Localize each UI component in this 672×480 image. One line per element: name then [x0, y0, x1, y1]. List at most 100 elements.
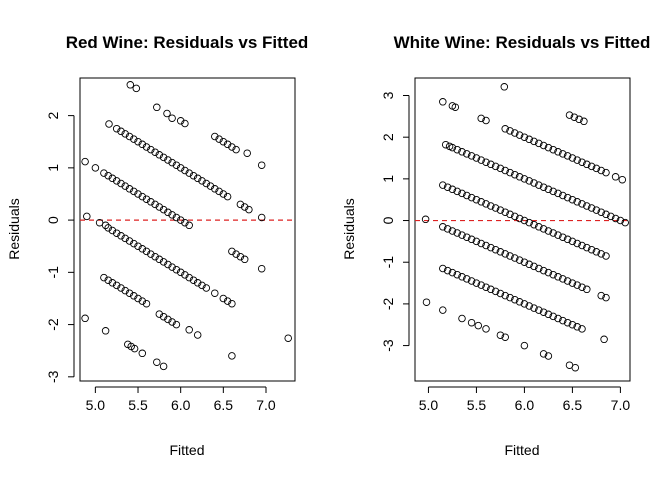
red-wine-residual-point [117, 127, 125, 136]
white-wine-residual-point [477, 239, 485, 248]
white-wine-residual-point [563, 277, 572, 285]
white-wine-residual-point [501, 291, 509, 300]
white-wine-residual-point [587, 245, 596, 254]
red-wine-residual-point [130, 135, 138, 143]
red-wine-residual-point [108, 226, 117, 235]
white-wine-residual-point [544, 268, 553, 277]
white-wine-residual-point [506, 210, 514, 219]
red-wine-residual-point [211, 132, 219, 141]
red-wine-x-tick-label: 5.0 [86, 397, 106, 413]
white-wine-residual-point [568, 279, 577, 287]
red-wine-residual-point [117, 284, 125, 292]
white-wine-residual-point [559, 150, 567, 158]
white-wine-residual-point [568, 237, 577, 246]
red-wine-residual-point [100, 273, 108, 282]
white-wine-residual-point [535, 306, 543, 314]
red-wine-residual-point [130, 239, 138, 248]
white-wine-residual-point [578, 283, 586, 291]
red-wine-y-tick-label: 2 [45, 112, 61, 120]
red-wine-residual-point [101, 221, 110, 230]
white-wine-y-tick-label: -2 [380, 297, 396, 310]
white-wine-residual-point [477, 198, 485, 206]
white-wine-residual-point [568, 154, 577, 162]
white-wine-residual-point [535, 139, 543, 148]
red-wine-residual-point [151, 200, 159, 209]
red-wine-residual-point [138, 192, 147, 201]
red-wine-residual-point [168, 158, 176, 167]
red-wine-residual-point [215, 187, 223, 196]
white-wine-panel: White Wine: Residuals vs Fitted 5.0 5.5 6.… [341, 33, 650, 458]
white-wine-residual-point [487, 243, 495, 252]
red-wine-residual-point [181, 119, 189, 128]
white-wine-residual-point [549, 145, 557, 154]
white-wine-residual-point [573, 156, 581, 164]
white-wine-residual-point [554, 231, 562, 239]
white-wine-residual-point [500, 83, 509, 91]
red-wine-residual-point [176, 164, 185, 172]
white-wine-residual-point [578, 200, 586, 208]
red-wine-residual-point [142, 247, 151, 256]
white-wine-residual-point [477, 281, 485, 289]
red-wine-residual-point [164, 315, 172, 324]
white-wine-residual-point [511, 129, 519, 137]
white-wine-residual-point [451, 103, 460, 111]
red-wine-residual-point [104, 276, 112, 284]
white-wine-residual-point [439, 306, 447, 314]
red-wine-residual-point [100, 169, 108, 177]
white-wine-residual-point [496, 248, 505, 256]
white-wine-residual-point [439, 264, 447, 273]
white-wine-residual-point [421, 215, 430, 224]
white-wine-residual-point [520, 258, 529, 266]
red-wine-residual-point [198, 281, 206, 290]
red-wine-residual-point [219, 137, 228, 146]
white-wine-residual-point [501, 166, 509, 175]
white-wine-x-tick-label: 5.5 [467, 397, 487, 413]
red-wine-plot-frame [79, 77, 296, 382]
red-wine-residual-point [130, 344, 139, 353]
red-wine-residual-point [81, 314, 89, 323]
red-wine-residual-point [228, 247, 236, 256]
white-wine-residual-point [496, 206, 505, 214]
white-wine-residual-point [559, 191, 567, 200]
white-wine-residual-point [583, 243, 591, 252]
white-wine-residual-point [530, 220, 538, 229]
red-wine-residual-point [125, 289, 134, 297]
red-wine-x-tick-label: 6.5 [214, 397, 234, 413]
white-wine-residual-point [554, 148, 562, 156]
red-wine-residual-point [232, 250, 240, 258]
white-wine-residual-point [535, 181, 543, 189]
red-wine-residual-point [155, 203, 164, 211]
red-wine-residual-point [163, 109, 171, 118]
white-wine-residual-point [448, 143, 457, 152]
red-wine-residual-point [236, 252, 245, 261]
white-wine-residual-point [607, 212, 615, 221]
white-wine-residual-point [463, 275, 471, 283]
red-wine-residual-point [112, 281, 121, 290]
white-wine-y-tick-label: -3 [380, 339, 396, 352]
white-wine-residual-point [597, 166, 605, 175]
red-wine-residual-point [159, 362, 168, 371]
white-wine-residual-point [525, 177, 533, 185]
red-wine-y-tick-label: 0 [45, 216, 61, 224]
white-wine-residual-point [563, 318, 572, 327]
red-wine-title: Red Wine: Residuals vs Fitted [66, 33, 309, 52]
red-wine-residual-point [130, 292, 138, 300]
white-wine-residual-point [515, 214, 524, 223]
white-wine-residual-point [422, 298, 431, 306]
white-wine-residual-point [520, 341, 529, 350]
white-wine-residual-point [539, 308, 548, 316]
white-wine-residual-point [458, 148, 466, 156]
white-wine-residual-point [544, 352, 553, 360]
white-wine-x-tick-label: 6.5 [563, 397, 583, 413]
white-wine-residual-point [549, 312, 557, 321]
white-wine-residual-point [506, 168, 514, 177]
white-wine-residual-point [602, 168, 610, 177]
white-wine-residual-point [482, 325, 490, 333]
white-wine-residual-point [571, 363, 580, 372]
white-wine-residual-point [463, 150, 471, 158]
white-wine-residual-point [549, 229, 557, 237]
white-wine-residual-point [602, 252, 610, 260]
white-wine-residual-point [506, 293, 514, 302]
white-wine-residual-point [463, 233, 471, 241]
